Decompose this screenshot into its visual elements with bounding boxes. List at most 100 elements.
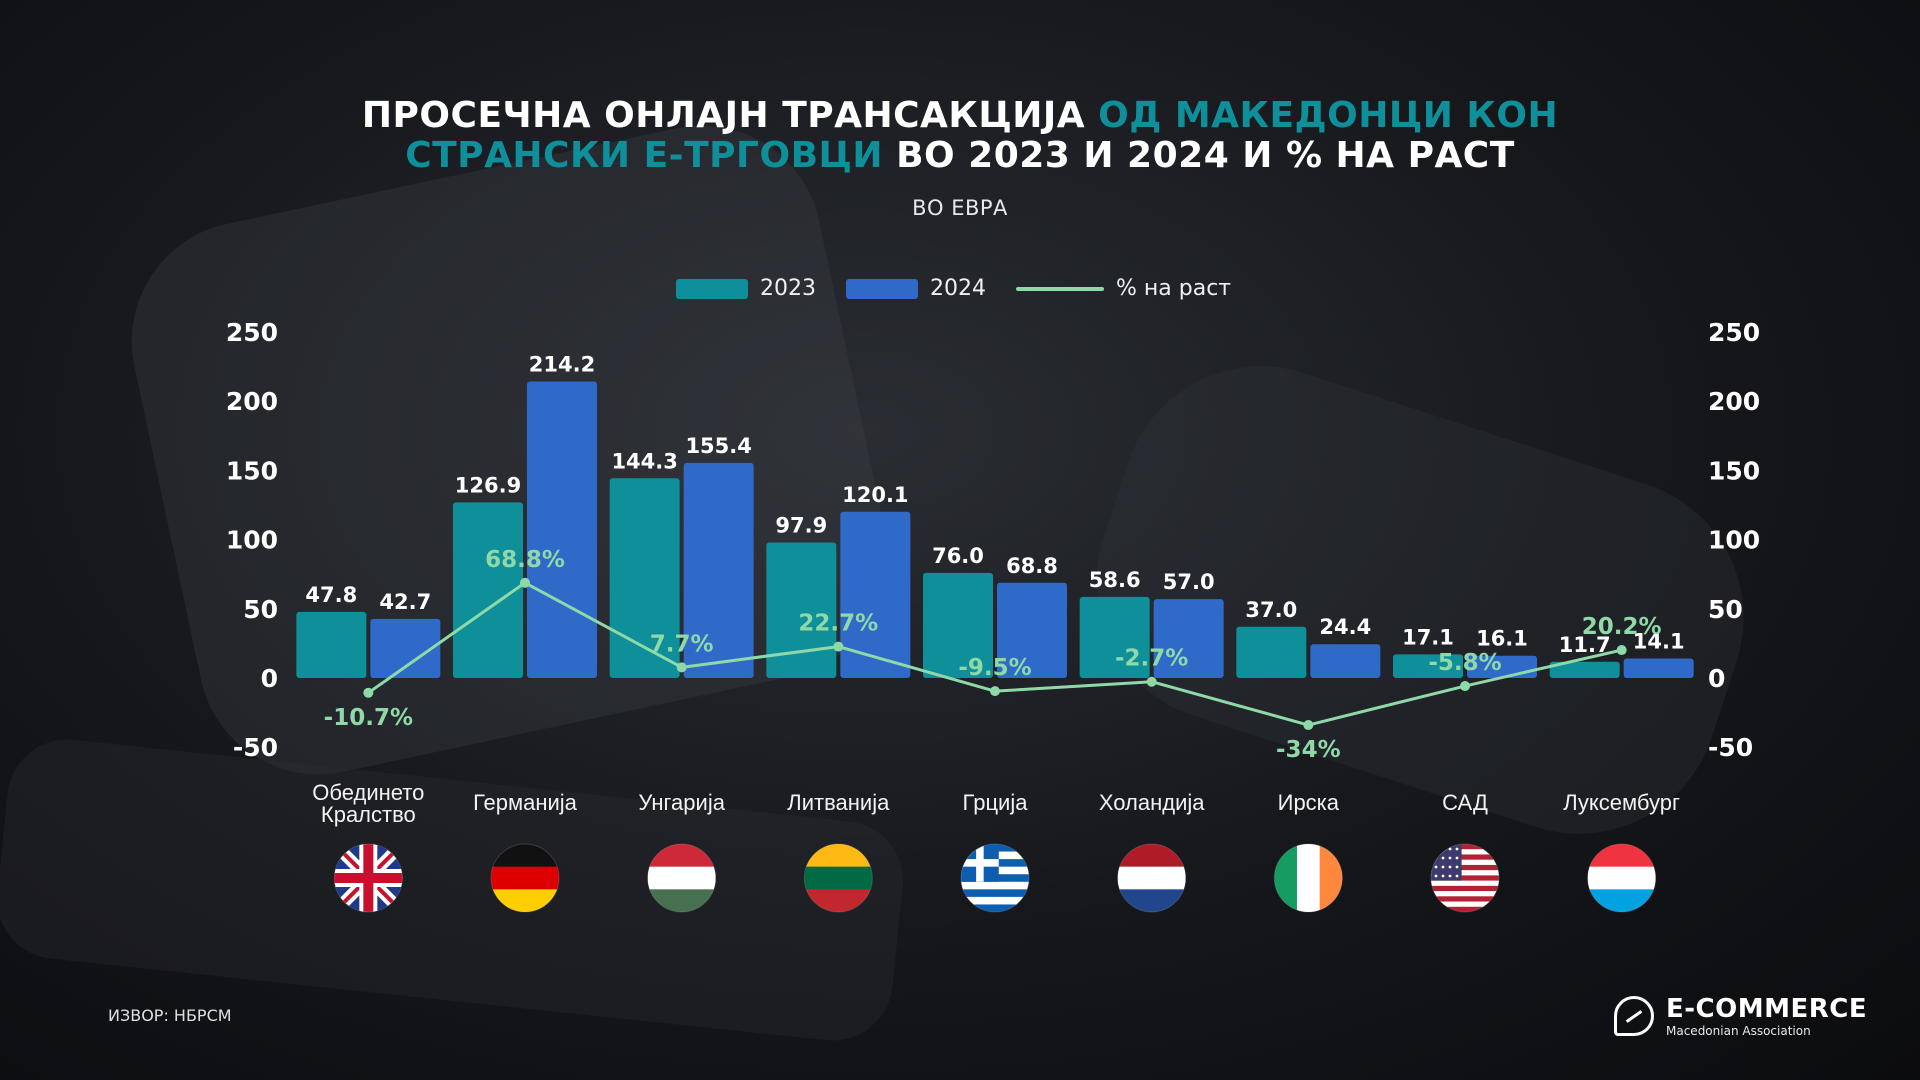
bar-value-2023: 126.9: [455, 473, 521, 497]
bar-2024: [1153, 599, 1224, 678]
flag-star: [1448, 874, 1452, 878]
flag-rim: [1273, 843, 1343, 913]
legend-swatch-2023: [676, 278, 748, 299]
flag-stripe: [647, 866, 716, 890]
growth-value-label: 22.7%: [798, 611, 878, 637]
flag-star: [1441, 847, 1445, 851]
flag-stripe: [647, 889, 716, 912]
bar-2024: [370, 618, 441, 678]
growth-point: [676, 662, 687, 673]
bar-value-2024: 68.8: [1006, 554, 1058, 578]
flag-star: [1448, 847, 1452, 851]
flag-stripe: [1431, 906, 1499, 912]
flag-stripe: [1431, 849, 1499, 855]
growth-value-label: 68.8%: [485, 547, 565, 573]
flag-rim: [647, 843, 717, 913]
flag-star: [1434, 874, 1438, 878]
flag-stripe: [1117, 844, 1186, 868]
flag-stripe: [491, 866, 559, 890]
flag-stripe: [1587, 889, 1656, 912]
germany-flag-icon: [491, 844, 559, 912]
flag-star: [1455, 874, 1459, 878]
flag-rim: [803, 843, 873, 913]
growth-point: [1146, 676, 1157, 687]
flag-star: [1434, 847, 1438, 851]
flag-stripe: [1431, 844, 1499, 850]
logo-sub-text: Macedonian Association: [1666, 1024, 1811, 1038]
bar-value-2024: 214.2: [529, 353, 595, 377]
flag-stripe: [1431, 870, 1499, 876]
flag-stripe: [491, 844, 559, 868]
category-label: Грција: [963, 790, 1029, 815]
title-line1-highlight: ОД МАКЕДОНЦИ КОН: [1098, 95, 1559, 136]
uk-flag-icon: [334, 844, 403, 912]
growth-value-label: -9.5%: [958, 655, 1031, 681]
growth-point: [1616, 645, 1627, 656]
growth-point: [520, 577, 530, 588]
bar-2023: [923, 572, 993, 678]
category-label: Холандија: [1099, 790, 1205, 815]
flag-rim: [1430, 843, 1500, 913]
y-tick-left: 150: [226, 456, 278, 485]
growth-point: [833, 641, 844, 652]
flag-rim: [490, 843, 560, 913]
y-tick-left: 200: [226, 387, 278, 416]
category-label: Литванија: [787, 790, 890, 815]
chart-legend: 2023 2024 % на раст: [676, 276, 1261, 301]
bar-2023: [296, 611, 367, 678]
chart-subtitle: ВО ЕВРА: [912, 196, 1008, 220]
growth-point: [363, 687, 374, 698]
flag-rim: [960, 843, 1030, 913]
bar-2024: [997, 582, 1067, 678]
flag-stripe: [804, 889, 873, 912]
title-line1-plain: ПРОСЕЧНА ОНЛАЈН ТРАНСАКЦИЈА: [361, 95, 1099, 136]
chart-title: ПРОСЕЧНА ОНЛАЈН ТРАНСАКЦИЈА ОД МАКЕДОНЦИ…: [0, 96, 1920, 176]
greece-flag-icon: [961, 844, 1029, 912]
growth-point: [1303, 720, 1314, 731]
legend-label-2023: 2023: [760, 276, 816, 301]
growth-point: [990, 686, 1000, 697]
category-label: Унгарија: [638, 790, 725, 815]
growth-value-label: 20.2%: [1582, 614, 1662, 640]
y-tick-right: -50: [1708, 733, 1753, 762]
legend-item-2023: 2023: [676, 276, 816, 301]
flag-stripe: [1117, 889, 1186, 912]
bar-value-2023: 37.0: [1245, 598, 1297, 622]
logo-main-text: E-COMMERCE: [1666, 994, 1868, 1024]
flag-rim: [1587, 843, 1657, 913]
growth-value-label: -2.7%: [1115, 646, 1188, 672]
y-tick-left: 100: [226, 526, 278, 555]
y-tick-right: 100: [1708, 526, 1760, 555]
bar-value-2024: 16.1: [1476, 627, 1528, 651]
flag-star: [1441, 856, 1445, 860]
y-tick-left: 0: [261, 664, 278, 693]
flag-stripe: [1587, 866, 1656, 890]
y-tick-left: 250: [226, 318, 278, 347]
flag-stripe: [1431, 854, 1499, 861]
legend-swatch-2024: [846, 278, 918, 299]
flag-stripe: [1431, 859, 1499, 866]
flag-star: [1455, 856, 1459, 860]
growth-point: [1460, 681, 1470, 692]
bar-value-2023: 144.3: [611, 449, 677, 473]
ireland-flag-icon: [1274, 844, 1343, 912]
flag-star: [1455, 847, 1459, 851]
growth-value-label: 7.7%: [650, 631, 714, 657]
usa-flag-icon: [1431, 844, 1499, 912]
category-label: САД: [1442, 790, 1488, 815]
flag-stripe: [1431, 864, 1499, 871]
flag-rim: [333, 843, 403, 913]
y-tick-left: -50: [233, 733, 278, 762]
source-note: ИЗВОР: НБРСМ: [108, 1006, 232, 1025]
category-label: Кралство: [321, 802, 416, 827]
luxembourg-flag-icon: [1587, 844, 1656, 912]
legend-item-2024: 2024: [846, 276, 986, 301]
hungary-flag-icon: [647, 844, 716, 912]
ecommerce-logo: E-COMMERCE Macedonian Association: [1614, 994, 1867, 1038]
flag-stripe: [1431, 875, 1499, 882]
bar-value-2023: 47.8: [305, 583, 357, 607]
flag-star: [1455, 865, 1459, 869]
flag-stripe: [491, 889, 559, 912]
flag-star: [1441, 865, 1445, 869]
bar-value-2023: 11.7: [1559, 633, 1611, 657]
